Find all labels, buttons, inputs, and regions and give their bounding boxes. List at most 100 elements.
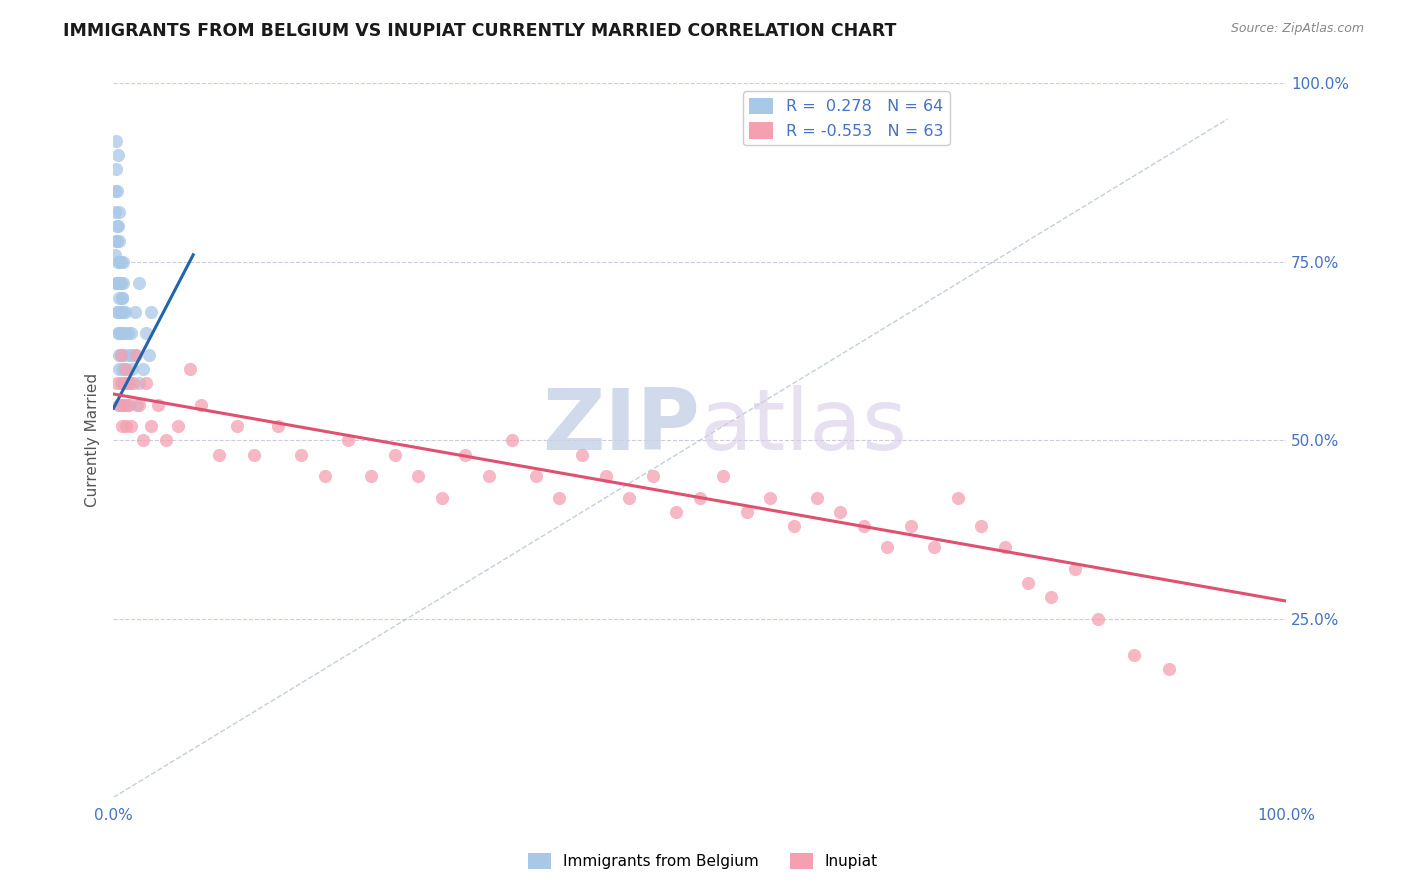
Point [112,398,135,412]
Text: atlas: atlas [700,384,908,467]
Point [132,362,155,376]
Point [114,305,136,319]
Point [711,469,734,483]
Text: Source: ZipAtlas.com: Source: ZipAtlas.com [1230,22,1364,36]
Point [108,398,131,412]
Point [120,348,142,362]
Point [384,448,406,462]
Point [124,305,146,319]
Point [111,376,134,391]
Point [266,419,288,434]
Point [122,376,145,391]
Point [111,291,134,305]
Point [290,448,312,462]
Point [641,469,664,483]
Point [225,419,247,434]
Point [115,362,138,376]
Point [121,362,143,376]
Point [111,362,134,376]
Point [111,277,134,291]
Point [111,326,134,341]
Point [548,491,571,505]
Point [665,505,688,519]
Point [1064,562,1087,576]
Point [1040,591,1063,605]
Point [111,291,134,305]
Point [108,326,131,341]
Point [139,419,162,434]
Point [806,491,828,505]
Point [146,398,169,412]
Point [408,469,430,483]
Point [993,541,1015,555]
Point [120,326,142,341]
Point [501,434,523,448]
Point [105,219,128,234]
Y-axis label: Currently Married: Currently Married [86,374,100,508]
Point [179,362,201,376]
Text: IMMIGRANTS FROM BELGIUM VS INUPIAT CURRENTLY MARRIED CORRELATION CHART: IMMIGRANTS FROM BELGIUM VS INUPIAT CURRE… [63,22,897,40]
Point [970,519,993,533]
Point [107,255,129,269]
Point [454,448,477,462]
Point [107,326,129,341]
Point [1017,576,1039,591]
Point [595,469,617,483]
Point [108,398,131,412]
Point [876,541,898,555]
Point [782,519,804,533]
Point [114,326,136,341]
Point [114,362,136,376]
Point [118,398,141,412]
Point [112,398,135,412]
Point [108,255,131,269]
Point [167,419,190,434]
Point [360,469,382,483]
Point [108,348,131,362]
Point [208,448,231,462]
Point [104,277,127,291]
Text: ZIP: ZIP [541,384,700,467]
Point [120,419,142,434]
Point [922,541,945,555]
Point [110,348,132,362]
Point [104,134,127,148]
Point [128,277,150,291]
Point [132,434,155,448]
Point [1122,648,1144,662]
Point [900,519,922,533]
Point [118,376,141,391]
Point [337,434,360,448]
Point [946,491,969,505]
Legend: Immigrants from Belgium, Inupiat: Immigrants from Belgium, Inupiat [522,847,884,875]
Point [107,219,129,234]
Point [111,305,134,319]
Point [110,376,132,391]
Point [735,505,758,519]
Point [107,277,129,291]
Point [125,348,148,362]
Point [571,448,593,462]
Point [430,491,453,505]
Point [108,277,131,291]
Point [118,348,141,362]
Point [107,305,129,319]
Point [524,469,547,483]
Point [111,398,134,412]
Point [117,398,139,412]
Point [104,248,127,262]
Point [108,234,131,248]
Point [110,326,132,341]
Point [110,277,132,291]
Point [104,205,127,219]
Point [105,184,128,198]
Point [689,491,711,505]
Point [110,348,132,362]
Point [852,519,875,533]
Point [314,469,336,483]
Point [759,491,782,505]
Point [104,184,127,198]
Point [125,398,148,412]
Point [110,255,132,269]
Point [105,376,128,391]
